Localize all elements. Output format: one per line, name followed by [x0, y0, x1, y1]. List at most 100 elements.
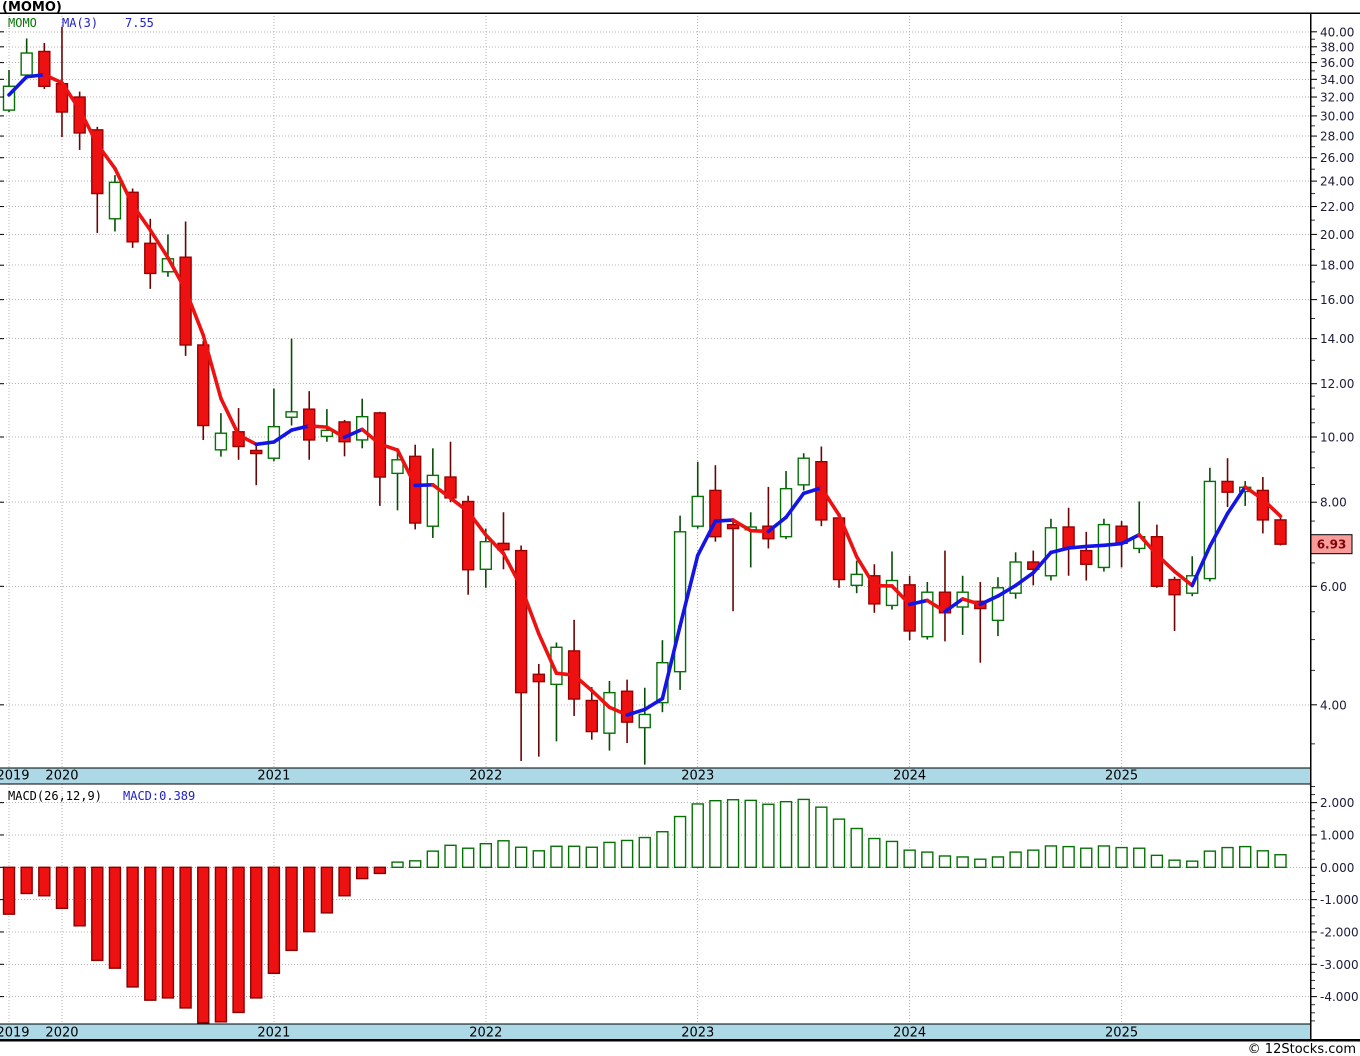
candle-up [956, 575, 969, 635]
price-tick-label: 28.00 [1320, 130, 1354, 144]
macd-bar-positive [567, 845, 581, 869]
ma-segment [607, 705, 629, 717]
macd-bar-positive [850, 827, 863, 869]
price-tick-label: 24.00 [1320, 175, 1354, 189]
plot-borders [0, 12, 1360, 1042]
candle-up [991, 577, 1005, 637]
candle-body [620, 690, 634, 723]
ma-segment [413, 483, 435, 488]
macd-bar-positive [514, 846, 528, 868]
candle-up [885, 551, 899, 610]
ma-segment [554, 671, 576, 677]
macd-bar-negative [55, 866, 69, 910]
ma-segment [1066, 544, 1089, 550]
ma-segment [713, 518, 735, 523]
candle-body [532, 673, 545, 683]
candle-body [921, 591, 934, 638]
year-label: 2020 [45, 1026, 78, 1041]
macd-bar-positive [1115, 846, 1128, 868]
candle-up [797, 453, 810, 491]
ma-segment [943, 597, 965, 614]
ma-segment [589, 688, 612, 710]
macd-tick-label: 0.000 [1320, 861, 1354, 875]
candle-up [744, 512, 757, 568]
macd-bar-positive [868, 837, 881, 869]
macd-bar-negative [179, 866, 192, 1009]
year-label: 2021 [257, 1026, 290, 1041]
candle-down [726, 519, 740, 612]
ma-segment [183, 288, 206, 337]
macd-bar-negative [161, 866, 175, 999]
macd-bar-positive [991, 856, 1005, 869]
macd-bar-negative [38, 866, 51, 897]
ma-segment [130, 202, 153, 232]
year-band-top [0, 768, 1310, 784]
ma-segment [819, 486, 841, 517]
ma-segment [801, 486, 824, 496]
ma-segment [60, 80, 82, 112]
ma-segment [431, 483, 453, 500]
macd-tick-label: -3.000 [1320, 958, 1359, 972]
price-tick-label: 4.00 [1320, 698, 1347, 712]
year-label: 2023 [681, 1026, 714, 1041]
macd-bar-positive [638, 836, 651, 868]
ma-segment [307, 424, 329, 429]
candle-body [1080, 549, 1093, 565]
ma-segment [24, 72, 47, 79]
candle-body [850, 573, 863, 587]
year-label: 2022 [469, 1026, 502, 1041]
price-tick-label: 8.00 [1320, 496, 1347, 510]
macd-bars [2, 798, 1287, 1024]
macd-bar-negative [267, 866, 281, 975]
candle-body [250, 449, 263, 455]
ma-segment [448, 496, 470, 514]
year-label: 2021 [257, 769, 290, 784]
macd-bar-positive [815, 806, 828, 868]
macd-bar-negative [285, 866, 298, 952]
ma-segment [660, 624, 682, 701]
year-label: 2024 [893, 769, 926, 784]
ma-segment [1243, 485, 1265, 502]
year-label: 2023 [681, 769, 714, 784]
candle-up [850, 560, 863, 594]
ma-segment [996, 583, 1018, 598]
macd-bar-positive [461, 847, 475, 868]
ma-segment [1155, 552, 1177, 574]
macd-bar-positive [885, 840, 899, 868]
candle-body [338, 421, 351, 443]
candle-body [638, 713, 651, 729]
price-tick-label: 20.00 [1320, 228, 1354, 242]
price-tick-label: 40.00 [1320, 25, 1354, 39]
candle-down [709, 465, 722, 542]
candle-body [691, 495, 704, 527]
macd-bar-positive [1168, 859, 1181, 868]
candle-up [1133, 501, 1146, 554]
ma-segment [219, 396, 241, 437]
candle-up [108, 175, 122, 232]
macd-bar-negative [20, 866, 33, 895]
ma-segment [978, 594, 1000, 607]
ma-segment [837, 513, 859, 559]
candle-body [514, 549, 528, 694]
candle-down [762, 486, 775, 549]
candle-down [532, 663, 545, 757]
price-tick-label: 32.00 [1320, 91, 1354, 105]
candle-down [585, 687, 598, 740]
candle-body [1009, 561, 1022, 594]
candle-up [779, 471, 793, 540]
candle-body [797, 457, 810, 486]
candle-up [603, 680, 616, 751]
ma-segment [1049, 546, 1071, 555]
candle-body [1062, 526, 1075, 550]
ma-segment [907, 598, 930, 607]
macd-bar-negative [320, 866, 334, 914]
macd-bar-negative [108, 866, 122, 969]
candle-up [214, 413, 228, 457]
gridlines [0, 13, 1310, 1024]
macd-tick-label: 2.000 [1320, 796, 1354, 810]
candles [2, 26, 1287, 765]
candle-body [144, 242, 157, 275]
ma-segment [536, 632, 559, 676]
candle-down [1062, 507, 1075, 576]
